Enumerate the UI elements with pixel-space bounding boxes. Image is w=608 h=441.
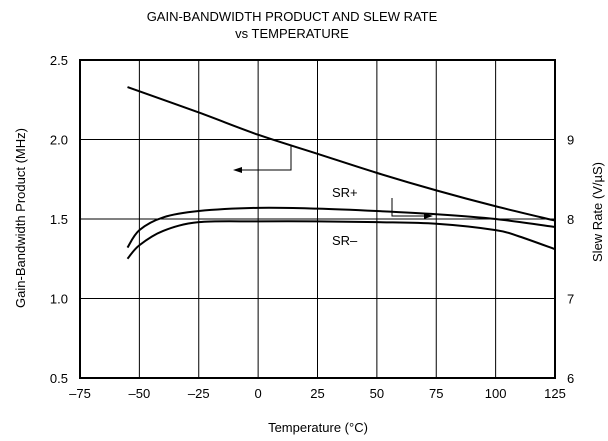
series-line-sr_minus	[126, 220, 556, 260]
x-tick-label: –75	[69, 386, 91, 401]
y2-tick-label: 6	[567, 371, 574, 386]
y2-tick-label: 7	[567, 292, 574, 307]
x-tick-label: 0	[255, 386, 262, 401]
y-axis-label: Gain-Bandwidth Product (MHz)	[13, 128, 28, 308]
x-tick-label: 125	[544, 386, 566, 401]
series-line-sr_plus	[126, 206, 556, 249]
y2-tick-label: 9	[567, 133, 574, 148]
sr-axis-arrow	[391, 198, 433, 219]
y-tick-label: 1.0	[50, 292, 68, 307]
y-tick-label: 2.5	[50, 53, 68, 68]
y2-tick-label: 8	[567, 212, 574, 227]
y-tick-label: 2.0	[50, 133, 68, 148]
x-tick-label: 50	[370, 386, 384, 401]
x-tick-label: –25	[188, 386, 210, 401]
x-tick-labels: –75 –50 –25 0 25 50 75 100 125	[69, 386, 566, 401]
series-lines	[126, 86, 556, 260]
chart-title: GAIN-BANDWIDTH PRODUCT AND SLEW RATE	[147, 9, 438, 24]
sr-plus-label: SR+	[332, 185, 358, 200]
y-tick-label: 0.5	[50, 371, 68, 386]
x-tick-label: 100	[485, 386, 507, 401]
x-axis-label: Temperature (°C)	[268, 420, 368, 435]
chart-subtitle: vs TEMPERATURE	[235, 26, 349, 41]
x-tick-label: –50	[129, 386, 151, 401]
y-tick-label: 1.5	[50, 212, 68, 227]
plot-frame	[79, 59, 556, 379]
y2-tick-labels: 6 7 8 9	[567, 133, 574, 387]
y2-axis-label: Slew Rate (V/µS)	[590, 162, 605, 262]
series-line-gbw	[127, 86, 556, 222]
gbw-axis-arrow	[233, 146, 292, 173]
grid-lines	[80, 60, 555, 378]
x-tick-label: 25	[310, 386, 324, 401]
sr-minus-label: SR–	[332, 233, 358, 248]
y-tick-labels: 0.5 1.0 1.5 2.0 2.5	[50, 53, 68, 386]
x-tick-label: 75	[429, 386, 443, 401]
